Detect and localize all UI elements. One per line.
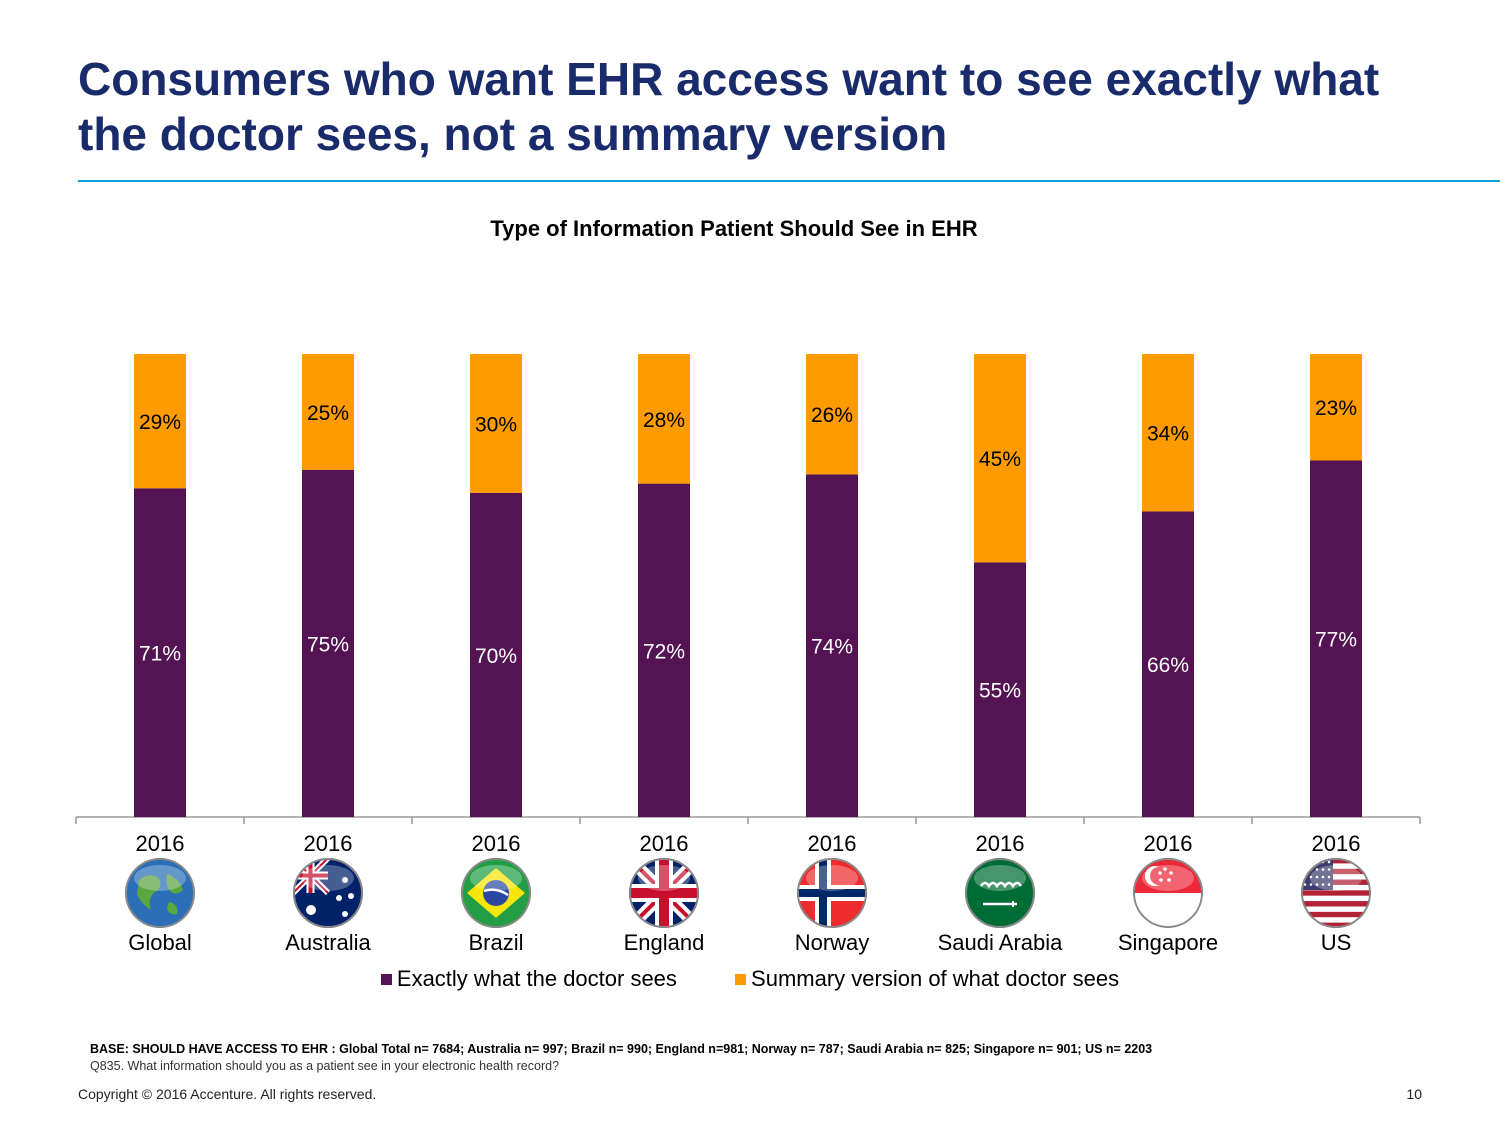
bar-exact [470, 492, 522, 817]
bar-exact [806, 474, 858, 817]
data-label-exact: 66% [1147, 654, 1189, 677]
data-label-exact: 55% [979, 680, 1021, 703]
data-label-summary: 25% [307, 402, 349, 425]
norway-flag-icon [797, 858, 867, 928]
data-label-summary: 28% [643, 409, 685, 432]
us-flag-icon [1301, 858, 1371, 928]
x-tick-label: 2016 [472, 831, 521, 856]
base-note: BASE: SHOULD HAVE ACCESS TO EHR : Global… [90, 1042, 1153, 1056]
country-label: Norway [794, 930, 870, 955]
legend-label-summary: Summary version of what doctor sees [751, 966, 1120, 991]
globe-icon [125, 858, 195, 928]
data-label-summary: 26% [811, 404, 853, 427]
bar-exact [1142, 511, 1194, 817]
bar-exact [134, 488, 186, 817]
bar-exact [302, 469, 354, 817]
page-number: 10 [1406, 1086, 1422, 1102]
data-label-summary: 29% [139, 411, 181, 434]
bar-summary [974, 354, 1026, 563]
stacked-bar-chart: 71% 29% 2016 75% 25% 2016 70% 30% 2016 72% 28% 2016… [75, 354, 1421, 856]
singapore-flag-icon [1133, 858, 1203, 928]
country-label: Australia [285, 930, 371, 955]
bar-exact [1310, 460, 1362, 817]
copyright: Copyright © 2016 Accenture. All rights r… [78, 1086, 377, 1102]
x-tick-label: 2016 [808, 831, 857, 856]
question-note: Q835. What information should you as a p… [90, 1059, 560, 1073]
bar-summary [134, 354, 186, 489]
chart-title: Type of Information Patient Should See i… [490, 216, 978, 241]
brazil-flag-icon [461, 858, 531, 928]
bar-exact [638, 483, 690, 817]
x-tick-label: 2016 [640, 831, 689, 856]
england-flag-icon [629, 858, 699, 928]
country-label: Singapore [1117, 930, 1219, 955]
bar-exact [974, 562, 1026, 817]
title-divider [78, 180, 1500, 182]
x-tick-label: 2016 [304, 831, 353, 856]
bar-summary [1142, 354, 1194, 512]
data-label-exact: 70% [475, 645, 517, 668]
data-label-exact: 77% [1315, 629, 1357, 652]
country-label: Brazil [468, 930, 524, 955]
x-tick-label: 2016 [1312, 831, 1361, 856]
country-label: England [623, 930, 705, 955]
australia-flag-icon [293, 858, 363, 928]
legend-swatch-summary [735, 974, 747, 985]
saudi-arabia-flag-icon [965, 858, 1035, 928]
bar-summary [470, 354, 522, 493]
x-tick-label: 2016 [1144, 831, 1193, 856]
page-title: Consumers who want EHR access want to se… [78, 53, 1380, 160]
legend-item-summary: Summary version of what doctor sees [735, 966, 1119, 992]
data-label-summary: 30% [475, 413, 517, 436]
data-label-summary: 34% [1147, 423, 1189, 446]
legend-label-exact: Exactly what the doctor sees [396, 966, 677, 991]
data-label-exact: 75% [307, 633, 349, 656]
legend-swatch-exact [380, 974, 392, 985]
country-label: Saudi Arabia [937, 930, 1063, 955]
bar-summary [1310, 354, 1362, 461]
x-tick-label: 2016 [136, 831, 185, 856]
country-label: US [1320, 930, 1352, 955]
chart-legend: Exactly what the doctor sees Summary ver… [0, 966, 1500, 992]
x-tick-label: 2016 [976, 831, 1025, 856]
data-label-exact: 72% [643, 640, 685, 663]
bar-summary [806, 354, 858, 475]
bar-summary [302, 354, 354, 470]
data-label-summary: 45% [979, 448, 1021, 471]
bar-summary [638, 354, 690, 484]
data-label-exact: 71% [139, 643, 181, 666]
data-label-summary: 23% [1315, 397, 1357, 420]
country-label: Global [128, 930, 192, 955]
legend-item-exact: Exactly what the doctor sees [380, 966, 677, 992]
data-label-exact: 74% [811, 636, 853, 659]
